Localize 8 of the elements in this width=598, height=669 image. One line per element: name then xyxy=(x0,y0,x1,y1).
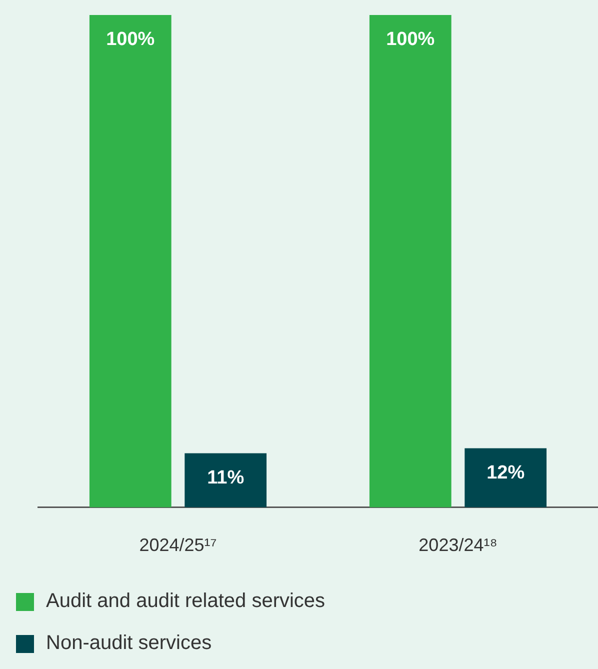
x-tick-label: 2023/24¹⁸ xyxy=(418,535,498,556)
data-label: 12% xyxy=(486,462,525,484)
data-label: 11% xyxy=(207,467,244,488)
x-tick-label: 2024/25¹⁷ xyxy=(139,535,217,556)
data-label: 100% xyxy=(386,29,435,50)
data-label: 100% xyxy=(106,29,155,50)
legend-label: Non-audit services xyxy=(46,632,212,655)
legend-label: Audit and audit related services xyxy=(46,590,326,613)
